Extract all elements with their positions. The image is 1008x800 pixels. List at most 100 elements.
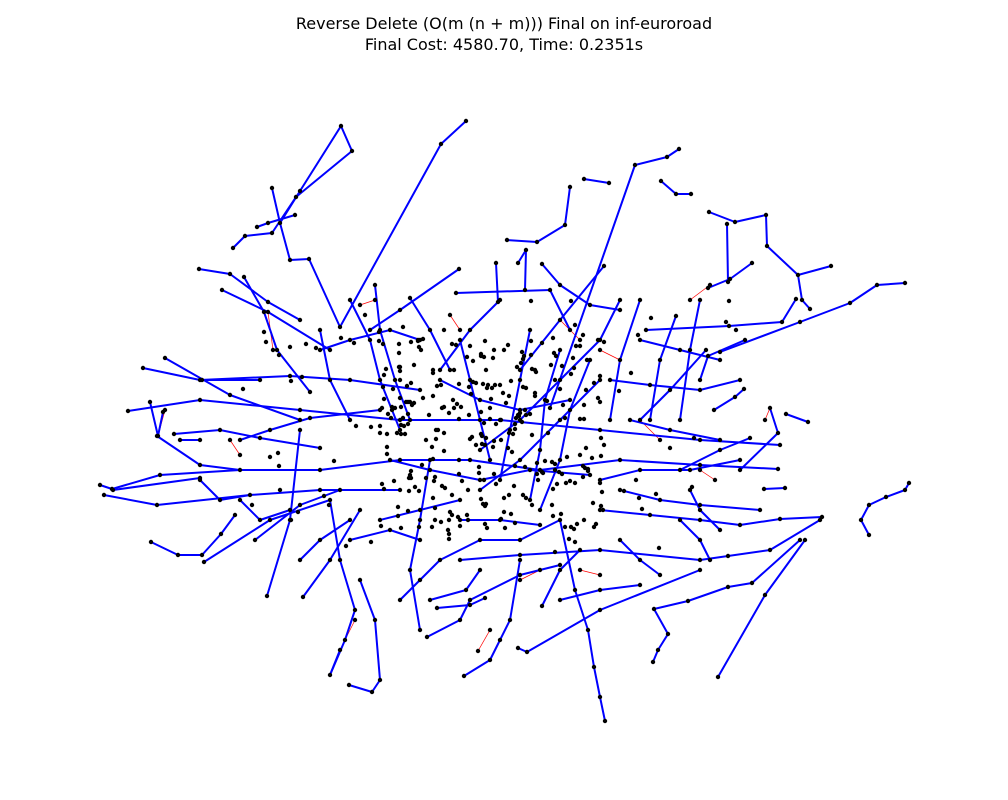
tree-edge xyxy=(765,214,768,247)
graph-node xyxy=(706,209,712,215)
tree-edge xyxy=(679,449,721,471)
tree-edge xyxy=(529,449,541,501)
graph-node xyxy=(376,329,382,335)
graph-node xyxy=(267,427,273,433)
graph-node xyxy=(550,486,556,492)
graph-node xyxy=(395,513,401,519)
graph-node xyxy=(552,549,558,555)
graph-node xyxy=(567,407,573,413)
graph-node xyxy=(556,469,562,475)
graph-node xyxy=(520,356,526,362)
graph-node xyxy=(405,508,411,514)
graph-node xyxy=(218,531,224,537)
tree-edge xyxy=(359,579,376,621)
graph-node xyxy=(583,387,589,393)
tree-edge xyxy=(619,299,641,361)
graph-node xyxy=(377,377,383,383)
tree-edge xyxy=(559,589,601,601)
graph-node xyxy=(517,557,523,563)
graph-node xyxy=(451,367,457,373)
tree-edge xyxy=(289,429,301,521)
graph-node xyxy=(97,482,103,488)
graph-node xyxy=(402,431,408,437)
graph-node xyxy=(347,417,353,423)
graph-node xyxy=(490,355,496,361)
graph-node xyxy=(524,649,530,655)
tree-edge xyxy=(399,268,460,311)
graph-node xyxy=(426,412,432,418)
graph-node xyxy=(601,442,607,448)
tree-edge xyxy=(679,349,721,361)
graph-node xyxy=(327,672,333,678)
graph-node xyxy=(392,377,398,383)
tree-edge xyxy=(469,299,501,331)
tree-edge xyxy=(785,413,809,423)
tree-edge xyxy=(319,519,351,541)
graph-node xyxy=(562,524,568,530)
graph-node xyxy=(557,282,563,288)
tree-edge xyxy=(679,519,701,541)
graph-node xyxy=(463,587,469,593)
graph-node xyxy=(456,266,462,272)
graph-node xyxy=(522,407,528,413)
tree-edge xyxy=(157,411,164,437)
tree-edge xyxy=(526,609,601,653)
tree-edge xyxy=(876,282,906,286)
tree-edge xyxy=(653,600,689,610)
tree-edge xyxy=(707,339,746,357)
graph-node xyxy=(417,577,423,583)
graph-node xyxy=(478,431,484,437)
graph-node xyxy=(581,402,587,408)
graph-node xyxy=(154,502,160,508)
tree-edge xyxy=(634,156,668,166)
tree-edge xyxy=(619,459,701,466)
graph-node xyxy=(628,370,634,376)
graph-node xyxy=(367,327,373,333)
graph-node xyxy=(783,411,789,417)
graph-node xyxy=(717,437,723,443)
graph-node xyxy=(697,462,703,468)
graph-node xyxy=(572,587,578,593)
tree-edge xyxy=(699,355,709,381)
graph-node xyxy=(583,445,589,451)
graph-node xyxy=(321,493,327,499)
graph-node xyxy=(368,539,374,545)
graph-node xyxy=(417,507,423,513)
tree-edge xyxy=(409,569,421,631)
graph-node xyxy=(456,381,462,387)
tree-edge xyxy=(659,315,677,361)
graph-node xyxy=(482,595,488,601)
graph-node xyxy=(537,522,543,528)
graph-node xyxy=(270,347,276,353)
tree-edge xyxy=(267,311,331,351)
graph-node xyxy=(257,377,263,383)
tree-edge xyxy=(271,187,281,224)
tree-edge xyxy=(156,435,201,466)
graph-node xyxy=(782,485,788,491)
tree-edge xyxy=(797,265,832,276)
graph-node xyxy=(741,386,747,392)
graph-node xyxy=(483,501,489,507)
graph-node xyxy=(419,462,425,468)
graph-node xyxy=(303,341,309,347)
graph-node xyxy=(478,353,484,359)
tree-edge xyxy=(699,539,711,561)
graph-node xyxy=(724,221,730,227)
graph-node xyxy=(487,657,493,663)
tree-edge xyxy=(699,504,761,511)
graph-node xyxy=(507,617,513,623)
graph-node xyxy=(237,452,243,458)
graph-node xyxy=(528,338,534,344)
graph-node xyxy=(430,456,436,462)
graph-node xyxy=(557,517,563,523)
graph-node xyxy=(466,412,472,418)
graph-node xyxy=(580,463,586,469)
graph-node xyxy=(384,431,390,437)
graph-node xyxy=(257,517,263,523)
graph-node xyxy=(636,495,642,501)
tree-edge xyxy=(549,164,636,409)
graph-node xyxy=(397,597,403,603)
graph-node xyxy=(673,313,679,319)
graph-node xyxy=(777,516,783,522)
graph-node xyxy=(293,194,299,200)
